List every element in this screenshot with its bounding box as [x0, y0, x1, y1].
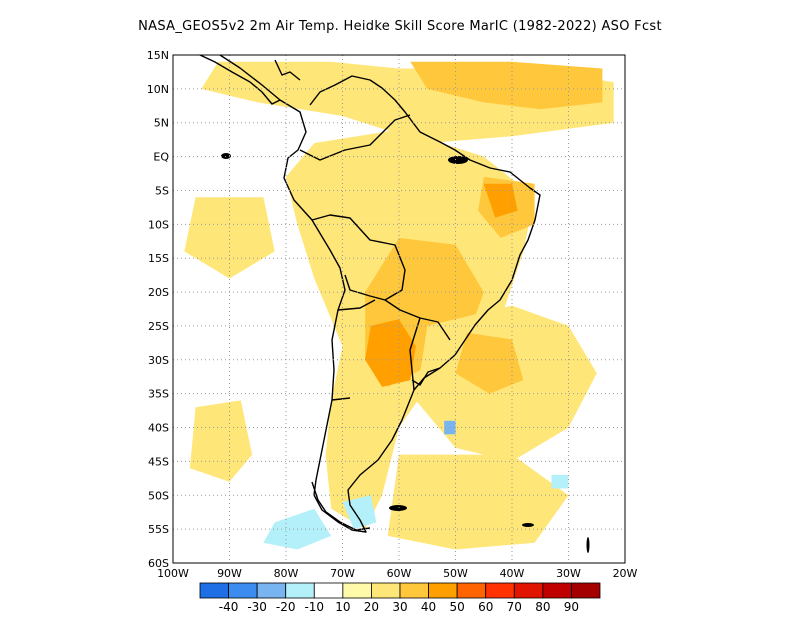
lat-tick-label: 5N: [154, 117, 169, 130]
lon-tick-label: 60W: [387, 567, 412, 580]
longitude-labels: 100W 90W 80W 70W 60W 50W 40W 30W 20W: [157, 567, 637, 580]
lat-tick-label: 30S: [148, 354, 169, 367]
lat-tick-label: 50S: [148, 489, 169, 502]
south-georgia-island: [522, 523, 534, 527]
lon-tick-label: 80W: [274, 567, 299, 580]
colorbar-label: -10: [304, 600, 324, 614]
latitude-labels: 15N 10N 5N EQ 5S 10S 15S 20S 25S 30S 35S 40S 45S 50S 5…: [147, 49, 170, 570]
lon-tick-label: 30W: [556, 567, 581, 580]
colorbar-swatch: [542, 582, 572, 599]
skill-region-10: [184, 197, 275, 279]
lat-tick-label: 10N: [147, 83, 169, 96]
colorbar-label: 50: [450, 600, 465, 614]
colorbar-label: 30: [392, 600, 407, 614]
colorbar-label: 90: [564, 600, 579, 614]
colorbar: -40 -30 -20 -10 10 20 30 40 50 60 70 80 90: [199, 582, 601, 614]
tierra-del-fuego: [311, 481, 371, 531]
lat-tick-label: 20S: [148, 286, 169, 299]
coastlines: [199, 55, 541, 533]
colorbar-label: 40: [421, 600, 436, 614]
colorbar-swatch: [228, 582, 258, 599]
south-sandwich-islands: [586, 537, 590, 553]
marajo-island: [448, 156, 468, 164]
skill-region-15: [551, 474, 569, 489]
chart-title: NASA_GEOS5v2 2m Air Temp. Heidke Skill S…: [138, 19, 662, 34]
lat-tick-label: 55S: [148, 523, 169, 536]
colorbar-swatch: [485, 582, 515, 599]
country-borders: [299, 114, 451, 401]
lat-tick-label: 10S: [148, 218, 169, 231]
lon-tick-label: 90W: [217, 567, 242, 580]
skill-region-1: [410, 61, 603, 110]
lat-tick-label: 15S: [148, 252, 169, 265]
skill-region-8: [455, 332, 524, 394]
lon-tick-label: 100W: [157, 567, 189, 580]
lat-tick-label: 15N: [147, 49, 169, 62]
lat-tick-label: EQ: [153, 151, 169, 164]
gridlines: [173, 55, 625, 563]
central-america-coastline: [199, 55, 301, 105]
lat-tick-label: 60S: [148, 557, 169, 570]
colorbar-swatch: [256, 582, 287, 599]
islands: [221, 153, 590, 553]
map-frame: [172, 54, 626, 564]
falkland-islands: [389, 505, 407, 511]
skill-region-13: [342, 495, 377, 530]
lon-tick-label: 40W: [500, 567, 525, 580]
lat-tick-label: 45S: [148, 455, 169, 468]
colorbar-label: 10: [335, 600, 350, 614]
colorbar-swatch: [571, 582, 601, 599]
colorbar-swatch: [371, 582, 401, 599]
colorbar-swatch: [313, 582, 344, 599]
lat-tick-label: 35S: [148, 388, 169, 401]
south-america-coastline: [219, 55, 541, 533]
colorbar-label: -40: [219, 600, 239, 614]
lon-tick-label: 50W: [443, 567, 468, 580]
colorbar-label: 80: [535, 600, 550, 614]
colorbar-label: 20: [364, 600, 379, 614]
lat-tick-label: 5S: [155, 184, 169, 197]
colorbar-swatch: [456, 582, 487, 599]
colorbar-swatch: [285, 582, 315, 599]
lat-tick-label: 25S: [148, 320, 169, 333]
colorbar-swatch: [513, 582, 544, 599]
lon-tick-label: 20W: [613, 567, 638, 580]
galapagos-islands: [221, 153, 231, 159]
skill-region-6: [483, 183, 518, 218]
lon-tick-label: 70W: [330, 567, 355, 580]
colorbar-swatch: [199, 582, 229, 599]
skill-region-5: [365, 319, 416, 387]
lat-tick-label: 40S: [148, 422, 169, 435]
colorbar-swatch: [428, 582, 458, 599]
colorbar-label: 60: [478, 600, 493, 614]
colorbar-label: 70: [507, 600, 522, 614]
colorbar-label: -30: [247, 600, 267, 614]
colorbar-swatch: [399, 582, 429, 599]
colorbar-label: -20: [276, 600, 296, 614]
colorbar-swatch: [342, 582, 372, 599]
